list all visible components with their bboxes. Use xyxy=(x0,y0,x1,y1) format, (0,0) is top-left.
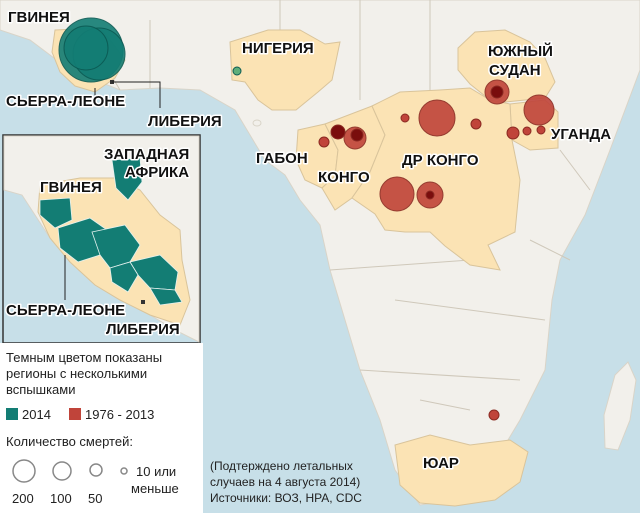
legend-deaths-title: Количество смертей: xyxy=(6,434,133,449)
bioko-island xyxy=(252,119,262,127)
legend-background xyxy=(0,343,203,513)
south-sudan-label-1: ЮЖНЫЙ xyxy=(488,42,553,60)
legend-note-line-1: Темным цветом показаны xyxy=(6,350,162,365)
inset-sierra-leone-label: СЬЕРРА-ЛЕОНЕ xyxy=(6,302,125,319)
madagascar xyxy=(603,361,637,451)
source-line-2: случаев на 4 августа 2014) xyxy=(210,475,360,489)
source-line-3: Источники: ВОЗ, HPA, CDC xyxy=(210,491,362,505)
outbreak-marker xyxy=(470,118,482,130)
legend-2014-swatch xyxy=(6,408,18,420)
inset-liberia-label: ЛИБЕРИЯ xyxy=(106,321,180,338)
outbreak-marker-multiple xyxy=(350,128,364,142)
source-line-1: (Подтерждено летальных xyxy=(210,459,353,473)
outbreak-marker xyxy=(418,99,456,137)
legend-1976-2013-swatch xyxy=(69,408,81,420)
legend-size-200-label: 200 xyxy=(12,491,34,506)
outbreak-marker-multiple xyxy=(425,190,435,200)
outbreak-marker xyxy=(379,176,415,212)
inset-title-2: АФРИКА xyxy=(125,164,189,181)
legend-size-100-label: 100 xyxy=(50,491,72,506)
gabon-label: ГАБОН xyxy=(256,150,308,167)
outbreak-marker xyxy=(536,125,546,135)
inset-liberia-marker xyxy=(141,300,145,304)
legend-size-10-label-1: 10 или xyxy=(136,464,176,479)
drc-label: ДР КОНГО xyxy=(402,152,479,169)
leader-lines xyxy=(94,81,161,108)
legend-size-10-label-2: меньше xyxy=(131,481,179,496)
legend-1976-2013-label: 1976 - 2013 xyxy=(85,407,154,422)
legend-size-200-circle xyxy=(12,459,36,483)
south-africa-label: ЮАР xyxy=(423,455,459,472)
legend-2014-label: 2014 xyxy=(22,407,51,422)
south-africa-shape xyxy=(394,434,529,507)
nigeria-shape xyxy=(229,29,341,111)
sierra-leone-label: СЬЕРРА-ЛЕОНЕ xyxy=(6,93,125,110)
legend-size-50-circle xyxy=(89,463,103,477)
inset-outbreak-regions xyxy=(39,157,183,306)
drc-shape xyxy=(351,87,521,271)
legend-size-50-label: 50 xyxy=(88,491,102,506)
outbreaks-2014 xyxy=(58,17,242,84)
map-labels: ГВИНЕЯ СЬЕРРА-ЛЕОНЕ ЛИБЕРИЯ НИГЕРИЯ ЮЖНЫ… xyxy=(5,8,613,474)
source-note: (Подтерждено летальных случаев на 4 авгу… xyxy=(210,459,362,505)
legend-note-line-3: вспышками xyxy=(6,382,75,397)
south-sudan-label-2: СУДАН xyxy=(489,62,541,79)
uganda-label: УГАНДА xyxy=(551,126,611,143)
congo-label: КОНГО xyxy=(318,169,370,186)
outbreak-marker-multiple xyxy=(330,124,346,140)
legend-size-100-circle xyxy=(52,461,72,481)
legend-panel: Темным цветом показаны регионы с несколь… xyxy=(0,343,203,513)
inset-title-1: ЗАПАДНАЯ xyxy=(104,146,189,163)
outbreak-marker xyxy=(400,113,410,123)
outbreak-marker xyxy=(523,94,555,126)
nigeria-label: НИГЕРИЯ xyxy=(242,40,314,57)
outbreaks-1976-2013 xyxy=(318,79,555,421)
liberia-label: ЛИБЕРИЯ xyxy=(148,113,222,130)
outbreak-marker xyxy=(488,409,500,421)
guinea-label: ГВИНЕЯ xyxy=(8,9,70,26)
inset-map: ЗАПАДНАЯ АФРИКА ГВИНЕЯ СЬЕРРА-ЛЕОНЕ ЛИБЕ… xyxy=(2,134,201,344)
outbreak-2014-marker xyxy=(232,66,242,76)
outbreak-marker xyxy=(506,126,520,140)
outbreak-marker xyxy=(522,126,532,136)
legend-size-10-circle xyxy=(120,467,128,475)
outbreak-2014-marker xyxy=(63,25,109,71)
outbreak-marker xyxy=(318,136,330,148)
legend-note-line-2: регионы с несколькими xyxy=(6,366,147,381)
outbreak-marker-multiple xyxy=(490,85,504,99)
inset-guinea-label: ГВИНЕЯ xyxy=(40,179,102,196)
